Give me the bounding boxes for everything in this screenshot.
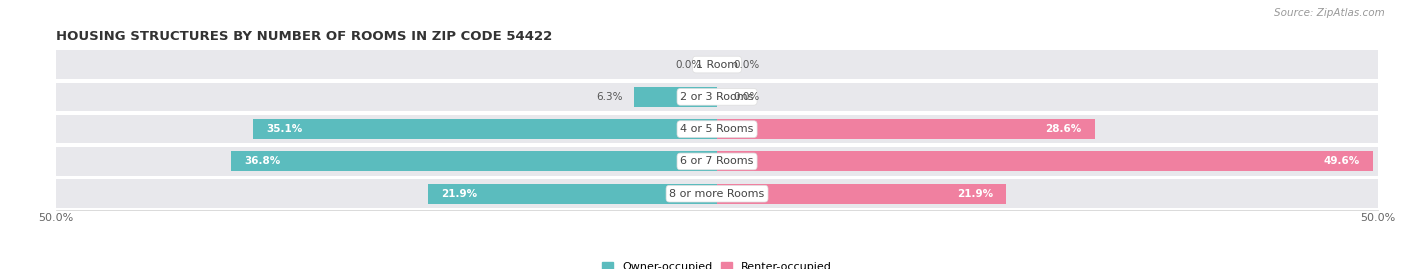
Text: 6 or 7 Rooms: 6 or 7 Rooms [681,156,754,167]
Text: 1 Room: 1 Room [696,59,738,70]
Legend: Owner-occupied, Renter-occupied: Owner-occupied, Renter-occupied [602,262,832,269]
Text: HOUSING STRUCTURES BY NUMBER OF ROOMS IN ZIP CODE 54422: HOUSING STRUCTURES BY NUMBER OF ROOMS IN… [56,30,553,43]
Bar [717,184,1007,204]
Text: 21.9%: 21.9% [957,189,993,199]
Text: 4 or 5 Rooms: 4 or 5 Rooms [681,124,754,134]
Bar [427,184,717,204]
Bar [717,119,1095,139]
Text: 21.9%: 21.9% [441,189,477,199]
Bar [717,151,1372,171]
Text: Source: ZipAtlas.com: Source: ZipAtlas.com [1274,8,1385,18]
Text: 0.0%: 0.0% [675,59,702,70]
Bar [253,119,717,139]
Text: 0.0%: 0.0% [733,59,759,70]
Bar [56,83,1378,111]
Text: 35.1%: 35.1% [266,124,302,134]
Bar [56,115,1378,143]
Text: 2 or 3 Rooms: 2 or 3 Rooms [681,92,754,102]
Bar [634,87,717,107]
Bar [56,179,1378,208]
Text: 49.6%: 49.6% [1323,156,1360,167]
Bar [231,151,717,171]
Bar [56,50,1378,79]
Text: 8 or more Rooms: 8 or more Rooms [669,189,765,199]
Text: 28.6%: 28.6% [1046,124,1081,134]
Text: 6.3%: 6.3% [596,92,623,102]
Text: 36.8%: 36.8% [243,156,280,167]
Bar [56,147,1378,176]
Text: 0.0%: 0.0% [733,92,759,102]
